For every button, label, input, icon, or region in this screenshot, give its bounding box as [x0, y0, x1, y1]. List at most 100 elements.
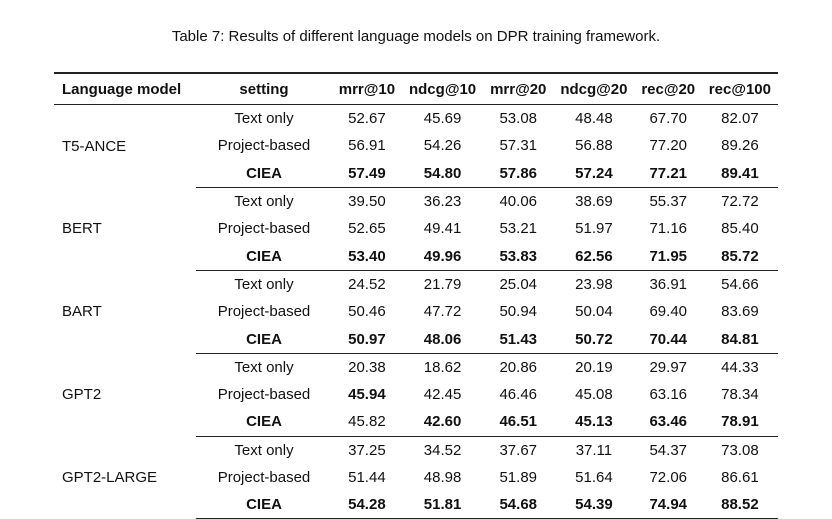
metric-cell: 78.91 — [701, 408, 778, 437]
table-row: BART Text only 24.52 21.79 25.04 23.98 36.91 54… — [54, 270, 778, 320]
metric-cell: 24.52 — [348, 275, 386, 293]
metric-cell: 88.52 — [701, 491, 778, 519]
header-ndcg-20: ndcg@20 — [553, 72, 635, 105]
metric-cell: 53.08 — [499, 110, 538, 128]
metric-cell: 49.96 — [401, 242, 484, 271]
metric-cell: 46.51 — [483, 408, 554, 437]
metric-cell: 70.44 — [634, 325, 702, 354]
metric-cell: 50.72 — [553, 325, 635, 354]
header-row: Language model setting mrr@10 ndcg@10 mr… — [54, 72, 778, 105]
table-row: CIEA 57.49 54.80 57.86 57.24 77.21 89.41 — [54, 159, 778, 188]
metric-cell: 63.16 — [649, 386, 688, 404]
metric-cell: 57.31 — [499, 137, 538, 155]
setting-cell: Project-based — [217, 137, 311, 155]
model-name-cell: GPT2 — [62, 386, 102, 404]
metric-cell: 36.23 — [423, 193, 462, 211]
metric-cell: 42.60 — [401, 408, 484, 437]
metric-cell: 36.91 — [649, 275, 688, 293]
metric-cell: 71.95 — [634, 242, 702, 271]
metric-cell: 45.94 — [348, 386, 386, 404]
table-row: Project-based 56.91 54.26 57.31 56.88 77.20 89… — [54, 132, 778, 159]
metric-cell: 53.21 — [499, 220, 538, 238]
metric-cell: 56.88 — [575, 137, 613, 155]
metric-cell: 21.79 — [423, 275, 462, 293]
metric-cell: 20.86 — [499, 358, 538, 376]
metric-cell: 57.86 — [483, 159, 554, 188]
table-row: CIEA 54.28 51.81 54.68 54.39 74.94 88.52 — [54, 491, 778, 519]
metric-cell: 48.98 — [423, 469, 462, 486]
table-row: Project-based 51.44 48.98 51.89 51.64 72.06 86… — [54, 464, 778, 491]
table-row: Project-based 52.65 49.41 53.21 51.97 71.16 85… — [54, 215, 778, 242]
header-setting: setting — [196, 72, 332, 105]
metric-cell: 54.66 — [721, 275, 759, 293]
metric-cell: 74.94 — [634, 491, 702, 519]
metric-cell: 37.11 — [575, 441, 613, 459]
metric-cell: 45.69 — [423, 110, 462, 128]
header-language-model: Language model — [54, 72, 196, 105]
setting-cell: Project-based — [217, 303, 311, 321]
metric-cell: 72.06 — [649, 469, 688, 486]
metric-cell: 85.40 — [721, 220, 759, 238]
table-row: T5-ANCE Text only 52.67 45.69 53.08 48.48 67.7… — [54, 105, 778, 155]
metric-cell: 52.67 — [348, 110, 386, 128]
metric-cell: 38.69 — [575, 193, 613, 211]
table-row: CIEA 45.82 42.60 46.51 45.13 63.46 78.91 — [54, 408, 778, 437]
metric-cell: 82.07 — [721, 110, 759, 128]
metric-cell: 50.94 — [499, 303, 538, 321]
metric-cell: 52.65 — [348, 220, 386, 238]
metric-cell: 40.06 — [499, 193, 538, 211]
metric-cell: 57.24 — [553, 159, 635, 188]
metric-cell: 54.37 — [649, 441, 688, 459]
metric-cell: 39.50 — [348, 193, 386, 211]
setting-cell: Text only — [234, 441, 294, 459]
metric-cell: 46.46 — [499, 386, 538, 404]
setting-cell: Text only — [234, 358, 294, 376]
metric-cell: 42.45 — [423, 386, 462, 404]
header-ndcg-10: ndcg@10 — [401, 72, 484, 105]
metric-cell: 51.43 — [483, 325, 554, 354]
metric-cell: 69.40 — [649, 303, 688, 321]
setting-cell: CIEA — [196, 242, 332, 271]
metric-cell: 51.44 — [348, 469, 386, 486]
table-row: GPT2-LARGE Text only 37.25 34.52 37.67 37.11 5… — [54, 436, 778, 486]
metric-cell: 50.46 — [348, 303, 386, 321]
metric-cell: 54.28 — [332, 491, 402, 519]
metric-cell: 45.13 — [553, 408, 635, 437]
table-row: GPT2 Text only 20.38 18.62 20.86 20.19 29.97 44… — [54, 353, 778, 403]
header-mrr-20: mrr@20 — [483, 72, 554, 105]
model-name-cell: GPT2-LARGE — [62, 469, 158, 486]
metric-cell: 54.68 — [483, 491, 554, 519]
table-caption: Table 7: Results of different language m… — [171, 28, 661, 45]
metric-cell: 62.56 — [553, 242, 635, 271]
metric-cell: 71.16 — [649, 220, 688, 238]
metric-cell: 34.52 — [423, 441, 462, 459]
metric-cell: 78.34 — [721, 386, 759, 404]
header-mrr-10: mrr@10 — [332, 72, 402, 105]
results-table: Language model setting mrr@10 ndcg@10 mr… — [54, 72, 778, 519]
metric-cell: 77.20 — [649, 137, 688, 155]
metric-cell: 51.97 — [575, 220, 613, 238]
metric-cell: 63.46 — [634, 408, 702, 437]
metric-cell: 45.08 — [575, 386, 613, 404]
metric-cell: 51.81 — [401, 491, 484, 519]
metric-cell: 54.39 — [553, 491, 635, 519]
metric-cell: 45.82 — [332, 408, 402, 437]
metric-cell: 67.70 — [649, 110, 688, 128]
metric-cell: 57.49 — [332, 159, 402, 188]
metric-cell: 51.89 — [499, 469, 538, 486]
metric-cell: 29.97 — [649, 358, 688, 376]
setting-cell: Project-based — [217, 220, 311, 238]
metric-cell: 18.62 — [423, 358, 462, 376]
metric-cell: 48.48 — [575, 110, 613, 128]
setting-cell: CIEA — [196, 491, 332, 519]
metric-cell: 20.38 — [348, 358, 386, 376]
setting-cell: CIEA — [196, 325, 332, 354]
setting-cell: Text only — [234, 275, 294, 293]
metric-cell: 53.40 — [332, 242, 402, 271]
table-row: CIEA 50.97 48.06 51.43 50.72 70.44 84.81 — [54, 325, 778, 354]
table-body: T5-ANCE Text only 52.67 45.69 53.08 48.48 67.7… — [54, 105, 778, 519]
metric-cell: 89.41 — [701, 159, 778, 188]
metric-cell: 48.06 — [401, 325, 484, 354]
metric-cell: 54.26 — [423, 137, 462, 155]
setting-cell: CIEA — [196, 159, 332, 188]
